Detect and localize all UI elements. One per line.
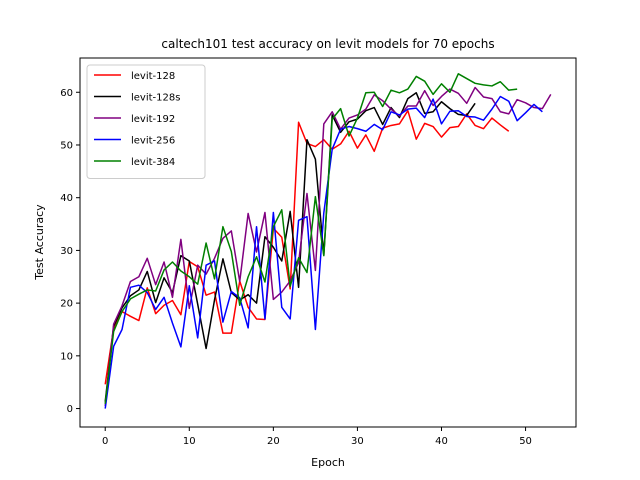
x-tick-label: 40 bbox=[435, 436, 448, 447]
legend: levit-128 levit-128s levit-192 levit-256 lev… bbox=[86, 64, 206, 179]
x-axis: 0 10 20 30 40 50 bbox=[102, 427, 532, 447]
y-tick-label: 10 bbox=[60, 351, 73, 362]
y-tick-label: 50 bbox=[60, 140, 73, 151]
chart-title: caltech101 test accuracy on levit models… bbox=[161, 37, 494, 51]
legend-label-levit-256: levit-256 bbox=[131, 136, 175, 147]
x-tick-label: 30 bbox=[351, 436, 364, 447]
series-line-levit-256 bbox=[104, 95, 543, 409]
y-tick-label: 0 bbox=[67, 404, 73, 415]
legend-label-levit-128s: levit-128s bbox=[131, 93, 180, 104]
x-tick-label: 0 bbox=[102, 436, 108, 447]
series-line-levit-128s bbox=[104, 92, 476, 402]
y-tick-label: 40 bbox=[60, 193, 73, 204]
plot-area bbox=[104, 73, 552, 409]
y-axis-title: Test Accuracy bbox=[33, 204, 46, 281]
y-tick-label: 60 bbox=[60, 88, 73, 99]
legend-label-levit-192: levit-192 bbox=[131, 114, 175, 125]
x-tick-label: 50 bbox=[519, 436, 532, 447]
legend-box bbox=[86, 64, 206, 179]
y-tick-label: 30 bbox=[60, 246, 73, 257]
series-line-levit-192 bbox=[104, 86, 552, 406]
plot-frame bbox=[79, 57, 577, 428]
y-axis: 0 10 20 30 40 50 60 bbox=[60, 88, 80, 415]
legend-label-levit-384: levit-384 bbox=[131, 157, 175, 168]
series-line-levit-384 bbox=[104, 73, 518, 404]
x-tick-label: 20 bbox=[267, 436, 280, 447]
x-axis-title: Epoch bbox=[311, 456, 345, 469]
legend-label-levit-128: levit-128 bbox=[131, 71, 175, 82]
y-tick-label: 20 bbox=[60, 299, 73, 310]
x-tick-label: 10 bbox=[183, 436, 196, 447]
